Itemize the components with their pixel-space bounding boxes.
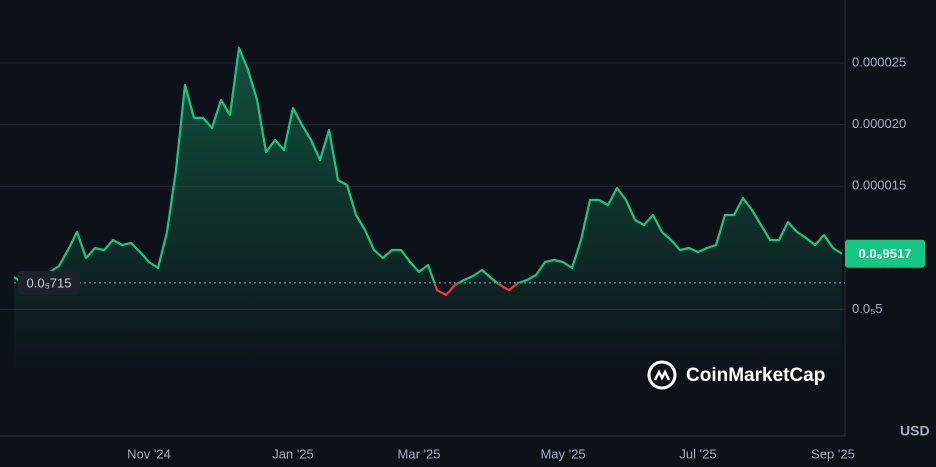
y-tick-label: 0.000020 [852,116,906,131]
y-tick-label: 0.000025 [852,54,906,69]
currency-label: USD [900,423,930,439]
y-tick-label: 0.0₅5 [852,301,883,316]
current-price-label: 0.0₅9517 [859,246,912,261]
x-tick-label: Sep '25 [811,446,855,461]
y-tick-label: 0.000015 [852,178,906,193]
logo-icon [653,369,671,381]
price-line [13,46,843,297]
reference-tag [18,270,80,295]
price-area [14,48,842,371]
reference-label: 0.0₅715 [27,275,72,290]
x-tick-label: Nov '24 [127,446,171,461]
x-tick-label: Jan '25 [272,446,314,461]
x-tick-label: Mar '25 [398,446,441,461]
x-tick-label: Jul '25 [679,446,716,461]
current-price-tag [845,239,925,268]
x-tick-label: May '25 [540,446,585,461]
